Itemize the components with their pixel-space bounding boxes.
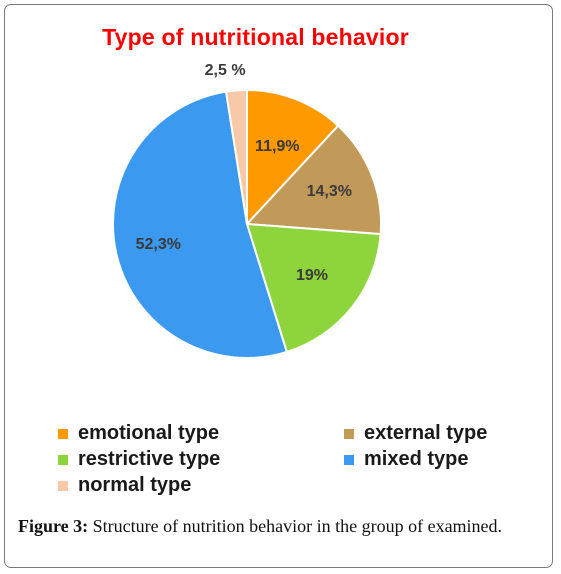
pie-slice-normal — [224, 88, 248, 225]
chart-legend: emotional type external type restrictive… — [58, 422, 538, 502]
legend-label: emotional type — [78, 422, 220, 444]
legend-swatch — [344, 428, 354, 439]
pie-slice-mixed — [111, 90, 289, 359]
legend-item-normal-type: normal type — [58, 474, 191, 497]
data-label-mixed: 52,3% — [136, 236, 181, 253]
legend-label: external type — [364, 422, 488, 444]
data-label-restrictive: 19% — [296, 267, 328, 284]
legend-swatch — [58, 480, 68, 491]
pie-slice-emotional — [246, 88, 340, 227]
figure-label: Figure 3: — [18, 516, 89, 536]
legend-item-external-type: external type — [344, 422, 487, 445]
legend-swatch — [344, 454, 354, 465]
legend-label: normal type — [78, 474, 192, 496]
chart-title: Type of nutritional behavior — [102, 24, 409, 50]
caption-text: Structure of nutrition behavior in the g… — [88, 516, 503, 536]
figure-caption: Figure 3: Structure of nutrition behavio… — [18, 516, 548, 537]
legend-item-restrictive-type: restrictive type — [58, 448, 220, 471]
data-label-normal: 2,5 % — [205, 62, 246, 79]
data-label-emotional: 11,9% — [255, 138, 299, 155]
pie-slice-external — [244, 124, 382, 236]
data-label-external: 14,3% — [307, 183, 352, 200]
legend-swatch — [58, 428, 68, 439]
legend-swatch — [58, 454, 68, 465]
legend-label: restrictive type — [78, 448, 221, 470]
legend-label: mixed type — [364, 448, 469, 470]
legend-item-emotional-type: emotional type — [58, 422, 219, 445]
pie-data-labels: 11,9% 14,3% 19% 52,3% 2,5 % — [136, 62, 352, 284]
pie-slices — [111, 88, 382, 359]
legend-item-mixed-type: mixed type — [344, 448, 468, 471]
pie-slice-restrictive — [245, 222, 382, 354]
